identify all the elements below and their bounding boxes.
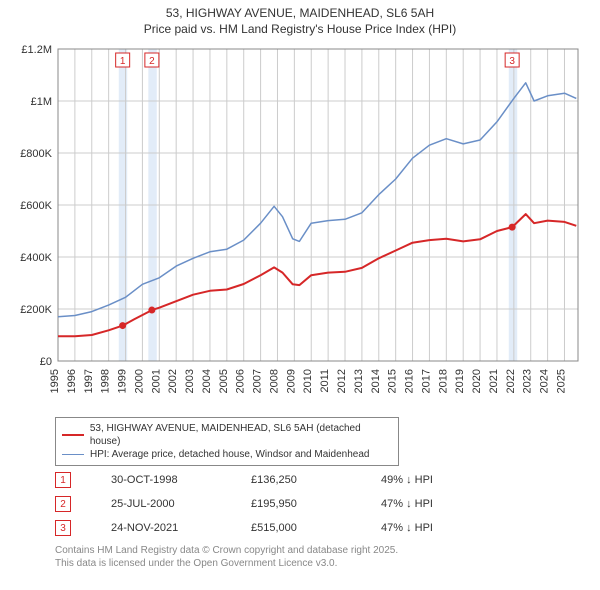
x-tick-label: 2008 xyxy=(268,369,280,393)
y-tick-label: £1.2M xyxy=(21,44,52,56)
x-tick-label: 2006 xyxy=(235,369,247,393)
marker-table-price: £515,000 xyxy=(251,522,341,534)
x-tick-label: 2017 xyxy=(420,369,432,393)
legend-row: HPI: Average price, detached house, Wind… xyxy=(62,448,392,461)
marker-table-row: 3 24-NOV-2021 £515,000 47% ↓ HPI xyxy=(55,520,580,536)
marker-table-badge: 1 xyxy=(55,472,71,488)
footer-line2: This data is licensed under the Open Gov… xyxy=(55,557,580,570)
marker-table-row: 2 25-JUL-2000 £195,950 47% ↓ HPI xyxy=(55,496,580,512)
y-tick-label: £800K xyxy=(20,148,52,160)
marker-table-pct: 47% ↓ HPI xyxy=(381,498,471,510)
x-tick-label: 2001 xyxy=(150,369,162,393)
x-tick-label: 2000 xyxy=(133,369,145,393)
x-tick-label: 1995 xyxy=(49,369,61,393)
footer-attribution: Contains HM Land Registry data © Crown c… xyxy=(55,544,580,570)
legend-label: HPI: Average price, detached house, Wind… xyxy=(90,448,369,461)
marker-badge-label: 2 xyxy=(149,56,155,67)
legend-label: 53, HIGHWAY AVENUE, MAIDENHEAD, SL6 5AH … xyxy=(90,422,392,448)
x-tick-label: 1998 xyxy=(100,369,112,393)
marker-badge-label: 1 xyxy=(120,56,126,67)
y-tick-label: £200K xyxy=(20,304,52,316)
marker-table-date: 24-NOV-2021 xyxy=(111,522,211,534)
line-chart-svg: £0 £200K £400K £600K £800K £1M £1.2M 1995 1996 19… xyxy=(10,41,590,411)
y-tick-label: £1M xyxy=(31,96,52,108)
marker-table-badge: 2 xyxy=(55,496,71,512)
x-tick-label: 2004 xyxy=(201,369,213,393)
marker-table-price: £195,950 xyxy=(251,498,341,510)
x-tick-label: 2015 xyxy=(387,369,399,393)
marker-badge-label: 3 xyxy=(509,56,515,67)
x-tick-label: 2009 xyxy=(285,369,297,393)
marker-table-badge: 3 xyxy=(55,520,71,536)
x-tick-label: 2022 xyxy=(505,369,517,393)
x-tick-label: 2016 xyxy=(404,369,416,393)
marker-table-pct: 49% ↓ HPI xyxy=(381,474,471,486)
legend-row: 53, HIGHWAY AVENUE, MAIDENHEAD, SL6 5AH … xyxy=(62,422,392,448)
marker-dot xyxy=(148,307,155,314)
x-tick-label: 2007 xyxy=(252,369,264,393)
chart-area: £0 £200K £400K £600K £800K £1M £1.2M 1995 1996 19… xyxy=(10,41,590,411)
y-tick-label: £400K xyxy=(20,252,52,264)
x-tick-label: 2003 xyxy=(184,369,196,393)
marker-table-row: 1 30-OCT-1998 £136,250 49% ↓ HPI xyxy=(55,472,580,488)
x-tick-label: 1999 xyxy=(117,369,129,393)
title-line1: 53, HIGHWAY AVENUE, MAIDENHEAD, SL6 5AH xyxy=(0,6,600,22)
title-line2: Price paid vs. HM Land Registry's House … xyxy=(0,22,600,38)
legend-swatch xyxy=(62,434,84,436)
marker-table-price: £136,250 xyxy=(251,474,341,486)
legend: 53, HIGHWAY AVENUE, MAIDENHEAD, SL6 5AH … xyxy=(55,417,399,466)
marker-table-pct: 47% ↓ HPI xyxy=(381,522,471,534)
x-tick-label: 2019 xyxy=(454,369,466,393)
marker-table-date: 30-OCT-1998 xyxy=(111,474,211,486)
x-tick-label: 2011 xyxy=(319,369,331,393)
y-tick-label: £600K xyxy=(20,200,52,212)
marker-dot xyxy=(119,322,126,329)
x-tick-label: 2010 xyxy=(302,369,314,393)
chart-title: 53, HIGHWAY AVENUE, MAIDENHEAD, SL6 5AH … xyxy=(0,0,600,37)
y-tick-label: £0 xyxy=(40,356,52,368)
x-tick-label: 2013 xyxy=(353,369,365,393)
x-tick-label: 1997 xyxy=(83,369,95,393)
x-tick-label: 2002 xyxy=(167,369,179,393)
x-tick-label: 2023 xyxy=(522,369,534,393)
legend-swatch xyxy=(62,454,84,455)
x-tick-label: 2005 xyxy=(218,369,230,393)
x-tick-label: 1996 xyxy=(66,369,78,393)
footer-line1: Contains HM Land Registry data © Crown c… xyxy=(55,544,580,557)
x-tick-label: 2012 xyxy=(336,369,348,393)
marker-dot xyxy=(509,224,516,231)
x-tick-label: 2018 xyxy=(437,369,449,393)
x-tick-label: 2014 xyxy=(370,369,382,393)
marker-table-date: 25-JUL-2000 xyxy=(111,498,211,510)
x-tick-label: 2021 xyxy=(488,369,500,393)
x-tick-label: 2024 xyxy=(539,369,551,393)
markers-table: 1 30-OCT-1998 £136,250 49% ↓ HPI 2 25-JUL-200… xyxy=(55,472,580,536)
x-tick-label: 2020 xyxy=(471,369,483,393)
x-tick-label: 2025 xyxy=(555,369,567,393)
